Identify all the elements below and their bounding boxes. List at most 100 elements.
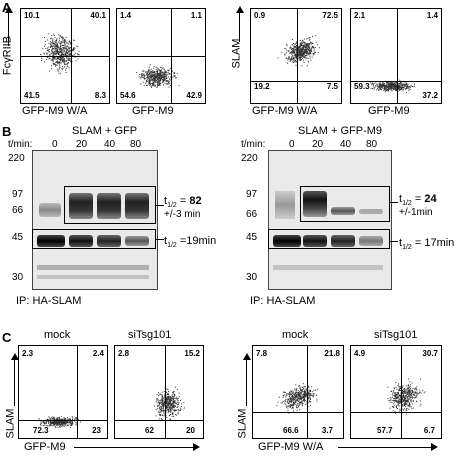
event-dot: [159, 85, 161, 86]
event-dot: [176, 73, 178, 75]
event-dot: [301, 391, 303, 393]
event-dot: [403, 82, 405, 84]
event-dot: [160, 406, 162, 408]
event-dot: [61, 58, 63, 60]
event-dot: [171, 402, 173, 404]
event-dot: [53, 35, 55, 36]
event-dot: [150, 78, 152, 80]
event-dot: [302, 53, 304, 55]
event-dot: [294, 54, 296, 56]
event-dot: [307, 45, 309, 47]
flow-plot-c2: 2.8 15.2 62 20: [114, 345, 204, 439]
event-dot: [392, 86, 394, 88]
event-dot: [301, 403, 303, 405]
event-dot: [155, 76, 156, 78]
event-dot: [152, 74, 154, 75]
event-dot: [306, 45, 307, 46]
event-dot: [399, 86, 401, 88]
event-dot: [299, 59, 301, 60]
event-dot: [406, 391, 408, 393]
event-dot: [301, 396, 303, 398]
event-dot: [66, 47, 68, 49]
event-dot: [399, 87, 401, 89]
flow-plot-a4: 2.1 1.4 59.3 37.2: [350, 8, 442, 104]
y-axis-arrow: [8, 12, 9, 46]
event-dot: [40, 422, 42, 424]
event-dot: [393, 404, 395, 406]
event-dot: [302, 48, 304, 50]
event-dot: [404, 84, 406, 86]
event-dot: [163, 79, 165, 81]
event-dot: [168, 69, 170, 71]
event-dot: [410, 85, 412, 87]
event-dot: [408, 408, 410, 410]
event-dot: [422, 390, 424, 392]
event-dot: [59, 60, 61, 62]
event-dot: [49, 423, 51, 425]
event-dot: [292, 50, 293, 52]
event-dot: [306, 49, 308, 51]
quadrant-lr: 3.7: [321, 426, 333, 435]
event-dot: [158, 76, 160, 78]
event-dot: [415, 396, 417, 398]
flow-plot-c1: 2.3 2.4 72.3 23: [18, 345, 108, 439]
event-dot: [402, 396, 403, 398]
event-dot: [54, 48, 56, 50]
event-dot: [172, 391, 174, 393]
event-dot: [143, 76, 145, 78]
event-dot: [309, 51, 311, 53]
event-dot: [308, 392, 310, 394]
event-dot: [305, 394, 306, 396]
event-dot: [163, 407, 164, 409]
event-dot: [392, 392, 394, 394]
event-dot: [149, 76, 151, 78]
event-dot: [408, 88, 410, 90]
event-dot: [402, 393, 404, 394]
event-dot: [58, 57, 60, 59]
event-dot: [299, 60, 301, 62]
event-dot: [414, 391, 416, 393]
event-dot: [176, 414, 178, 416]
event-dot: [406, 86, 408, 88]
event-dot: [297, 404, 299, 406]
event-dot: [387, 398, 389, 399]
event-dot: [303, 387, 305, 389]
event-dot: [55, 46, 57, 48]
event-dot: [56, 51, 58, 52]
quadrant-ul: 2.1: [354, 11, 366, 20]
event-dot: [394, 88, 396, 90]
event-dot: [65, 57, 67, 59]
event-dot: [282, 394, 284, 396]
event-dot: [311, 391, 313, 393]
event-dot: [291, 49, 293, 51]
event-dot: [158, 395, 160, 397]
half-life-lower: t1/2 =19min: [164, 235, 217, 250]
event-dot: [396, 400, 398, 402]
event-dot: [392, 82, 394, 84]
event-dot: [303, 399, 305, 401]
x-axis-arrowhead: [431, 443, 438, 451]
event-dot: [399, 399, 401, 401]
event-dot: [389, 87, 391, 89]
event-dot: [170, 410, 172, 412]
event-dot: [296, 396, 298, 398]
event-dot: [66, 417, 68, 419]
event-dot: [174, 400, 176, 402]
event-dot: [307, 393, 309, 395]
event-dot: [400, 81, 401, 83]
event-dot: [395, 412, 396, 414]
event-dot: [58, 423, 60, 425]
event-dot: [51, 59, 53, 61]
event-dot: [146, 76, 148, 78]
event-dot: [156, 81, 158, 83]
event-dot: [383, 84, 384, 86]
event-dot: [312, 35, 313, 37]
event-dot: [157, 71, 159, 73]
event-dot: [151, 78, 153, 80]
event-dot: [148, 73, 150, 75]
event-dot: [52, 42, 54, 44]
event-dot: [302, 57, 304, 59]
half-life-upper-error: +/-3 min: [164, 209, 201, 220]
event-dot: [163, 80, 165, 82]
event-dot: [410, 394, 412, 396]
